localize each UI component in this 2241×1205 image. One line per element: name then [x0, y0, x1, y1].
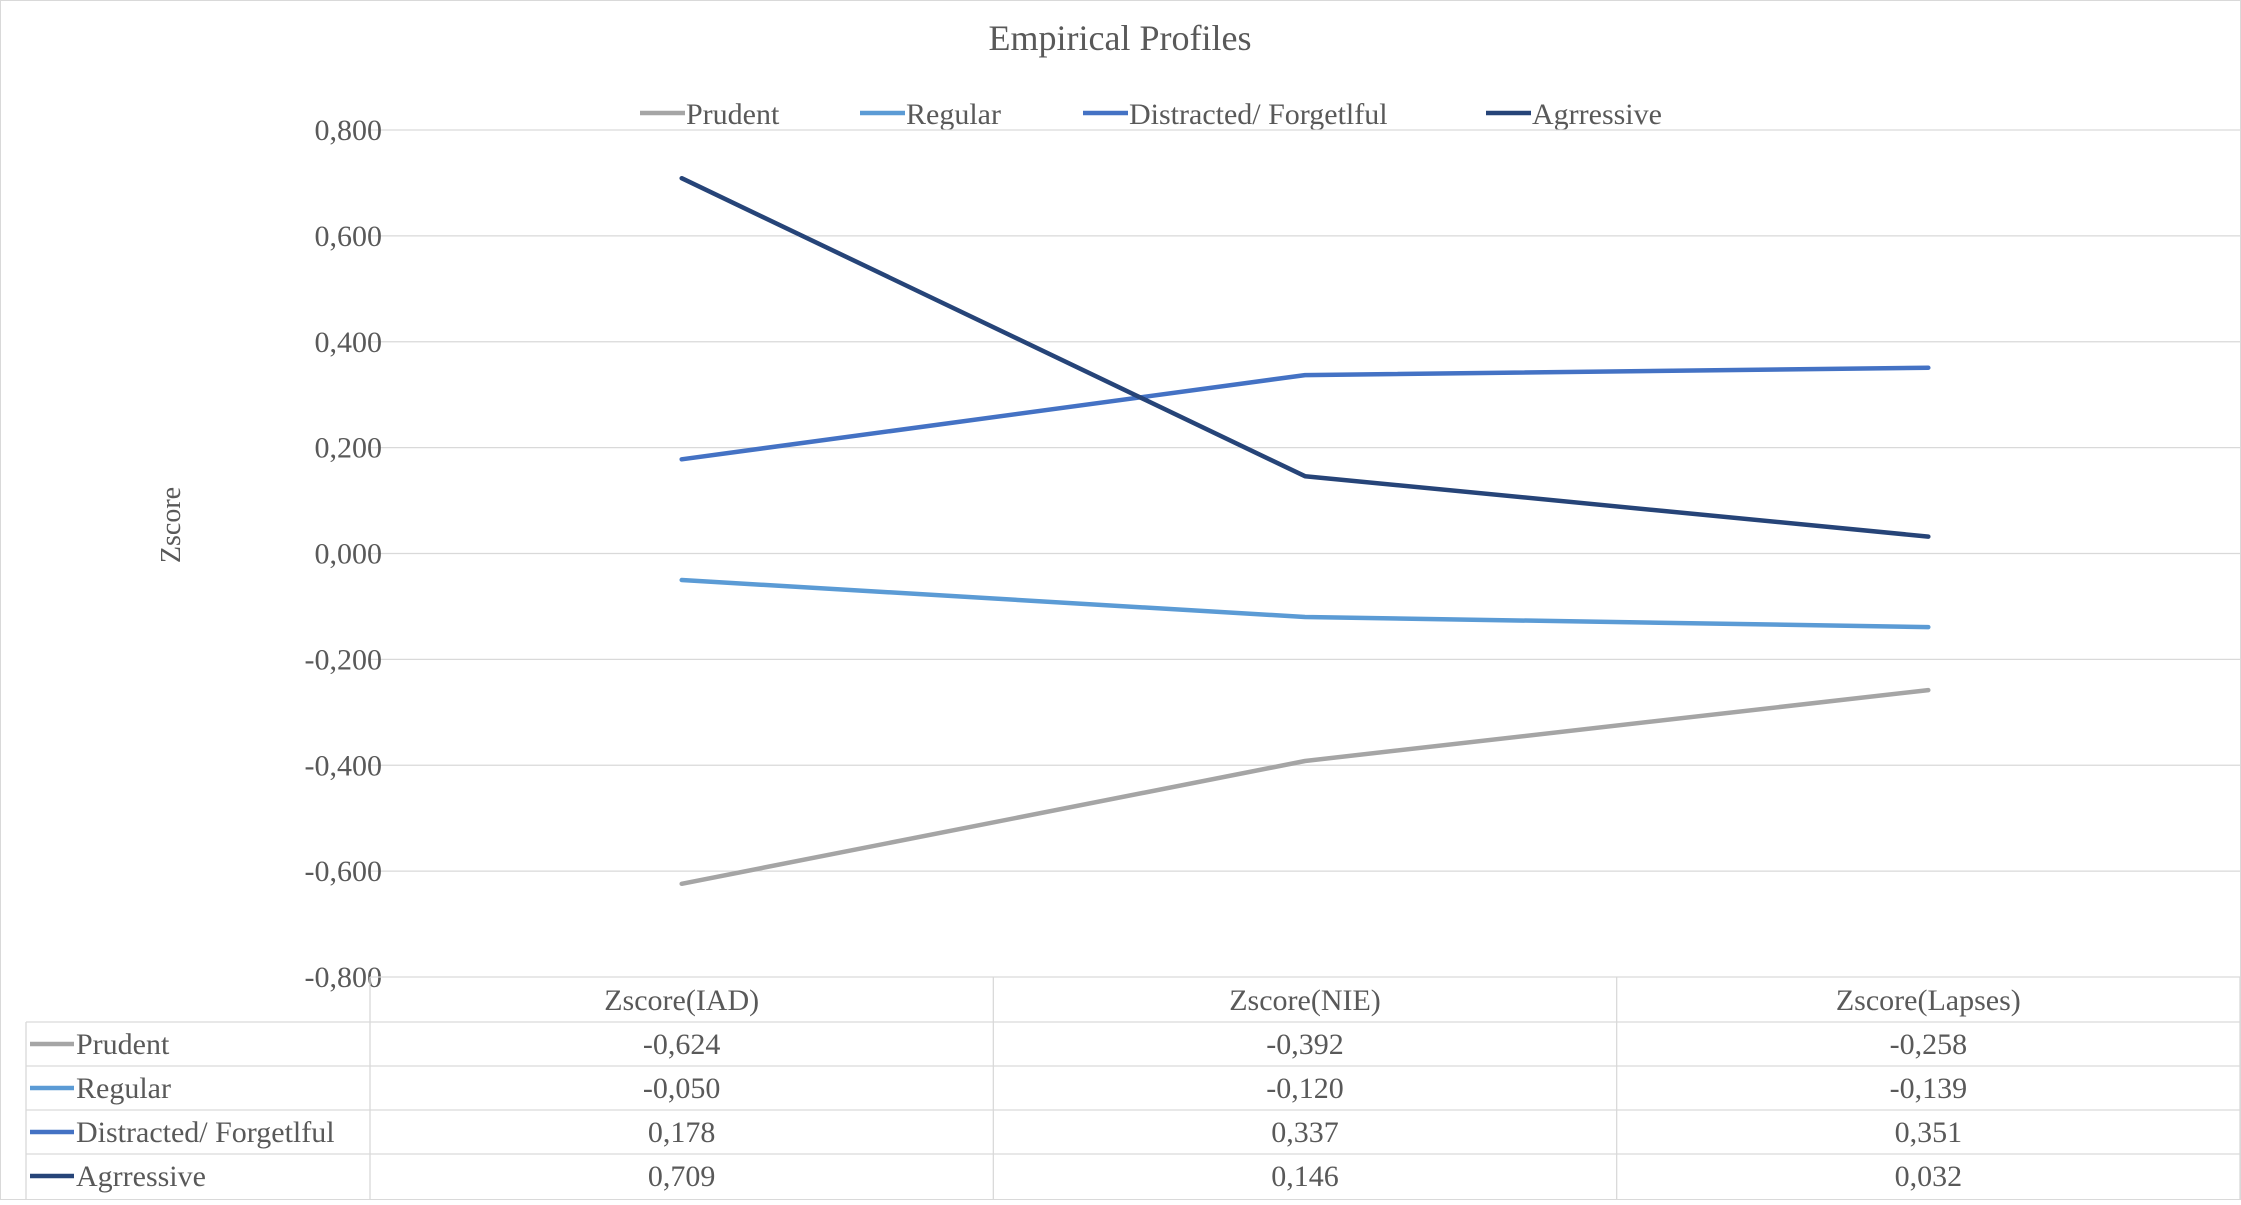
- y-tick-label: 0,400: [315, 326, 383, 359]
- y-tick-label: 0,000: [315, 538, 383, 571]
- table-value-cell: 0,032: [1895, 1160, 1963, 1193]
- legend: Prudent Regular Distracted/ Forgetlful Agrr…: [640, 98, 1662, 131]
- data-table: Zscore(IAD) Zscore(NIE) Zscore(Lapses) Prud…: [25, 976, 2241, 1199]
- y-tick-label: -0,600: [305, 855, 383, 888]
- y-tick-label: 0,800: [315, 114, 383, 147]
- series-line: [679, 365, 1931, 462]
- legend-label: Prudent: [686, 98, 780, 131]
- table-value-cell: -0,258: [1890, 1028, 1968, 1061]
- table-row-label: Agrressive: [76, 1160, 206, 1193]
- y-tick-label: -0,200: [305, 643, 383, 676]
- table-value-cell: 0,178: [648, 1116, 716, 1149]
- table-value-cell: 0,709: [648, 1160, 716, 1193]
- y-tick-label: 0,200: [315, 432, 383, 465]
- gridlines: [370, 129, 2240, 872]
- legend-label: Agrressive: [1532, 98, 1662, 131]
- table-value-cell: -0,624: [643, 1028, 721, 1061]
- series-line: [679, 577, 1931, 630]
- table-row-label: Regular: [76, 1072, 171, 1105]
- table-header-cell: Zscore(NIE): [1229, 984, 1381, 1017]
- table-value-cell: 0,337: [1271, 1116, 1339, 1149]
- series-line: [679, 175, 1931, 539]
- y-axis-ticks: 0,800 0,600 0,400 0,200 0,000 -0,200 -0,400 -0,…: [305, 114, 383, 994]
- table-row-label: Distracted/ Forgetlful: [76, 1116, 335, 1149]
- table-value-cell: -0,120: [1266, 1072, 1344, 1105]
- table-row-label: Prudent: [76, 1028, 170, 1061]
- y-tick-label: -0,800: [305, 961, 383, 994]
- table-value-cell: -0,050: [643, 1072, 721, 1105]
- table-header-cell: Zscore(Lapses): [1836, 984, 2021, 1017]
- y-tick-label: -0,400: [305, 749, 383, 782]
- table-value-cell: -0,139: [1890, 1072, 1968, 1105]
- table-header-cell: Zscore(IAD): [604, 984, 759, 1017]
- chart-title: Empirical Profiles: [989, 18, 1252, 58]
- y-axis-label: Zscore: [156, 487, 187, 563]
- legend-label: Distracted/ Forgetlful: [1129, 98, 1388, 131]
- series-lines: [679, 175, 1931, 887]
- y-tick-label: 0,600: [315, 220, 383, 253]
- legend-label: Regular: [906, 98, 1001, 131]
- series-line: [679, 687, 1931, 887]
- table-value-cell: -0,392: [1266, 1028, 1344, 1061]
- table-value-cell: 0,351: [1895, 1116, 1963, 1149]
- table-value-cell: 0,146: [1271, 1160, 1339, 1193]
